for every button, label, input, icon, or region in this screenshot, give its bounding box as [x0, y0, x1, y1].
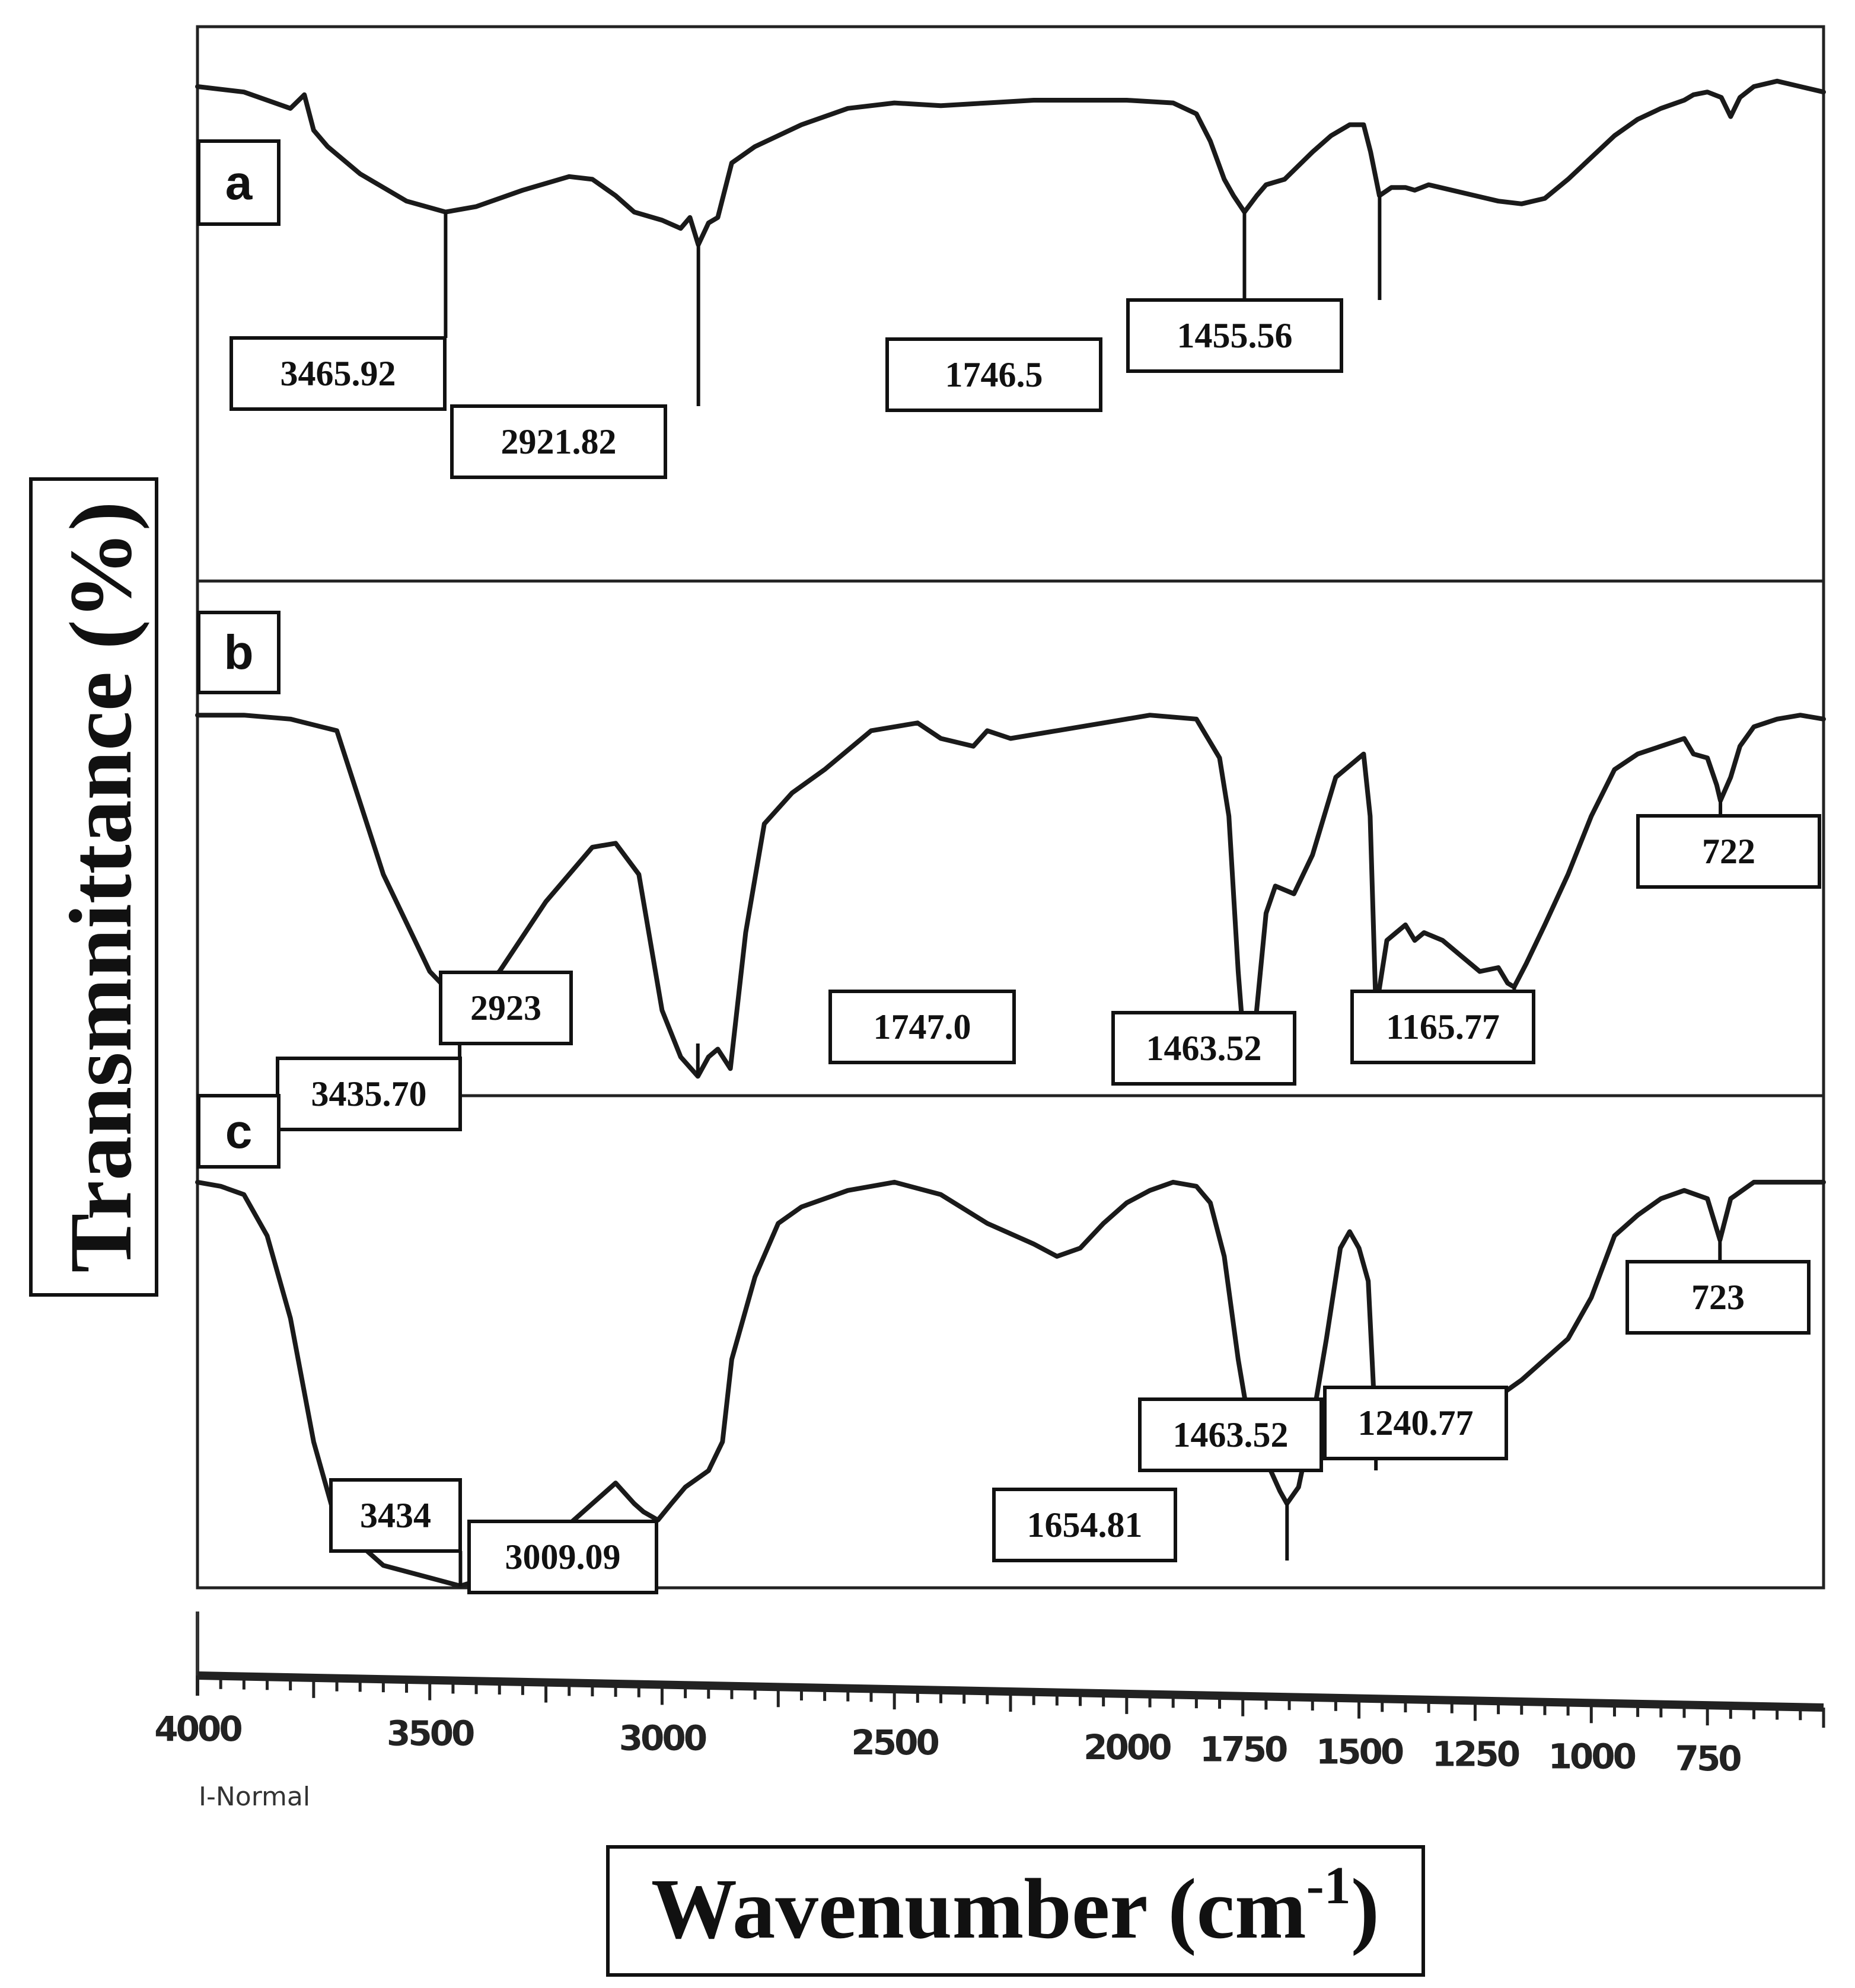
x-axis-label-close: ) [1351, 1862, 1379, 1957]
x-tick-label: 1000 [1548, 1736, 1636, 1776]
peak-label-c-723: 723 [1625, 1240, 1811, 1335]
peak-label-box [439, 971, 573, 1045]
peak-label-box [329, 1478, 462, 1553]
peak-label-text: 2923 [470, 988, 541, 1027]
panel-letter-b: b [197, 611, 281, 694]
x-tick-label: 750 [1675, 1738, 1741, 1779]
panel-letter-text: a [225, 156, 253, 210]
peak-label-b-1747.0: 1747.0 [828, 990, 1247, 1064]
x-axis-label-main: Wavenumber (cm [651, 1862, 1306, 1957]
x-tick-label: 2500 [851, 1722, 938, 1763]
peak-label-b-1463.52: 1463.52 [1111, 1010, 1378, 1086]
y-axis-label: Transmnittance (%) [52, 501, 150, 1272]
panel-letter-text: b [224, 626, 253, 680]
spectrum-line-b [195, 713, 1826, 1079]
peak-label-a-1455.56: 1455.56 [1126, 195, 1382, 373]
x-tick-label: 1750 [1200, 1729, 1287, 1770]
peak-label-text: 1463.52 [1146, 1029, 1262, 1068]
peak-label-text: 1455.56 [1177, 316, 1293, 355]
panel-letters: a b c [197, 139, 281, 1169]
x-axis-label: Wavenumber (cm-1) [651, 1856, 1379, 1957]
peak-label-a-2921.82: 2921.82 [450, 244, 700, 479]
peak-label-box [1625, 1260, 1811, 1335]
spectrum-line-a [195, 78, 1826, 247]
panel-letter-box [197, 611, 281, 694]
spectrum-line-c [195, 1179, 1826, 1588]
peak-label-box [1138, 1397, 1323, 1472]
peak-label-text: 3465.92 [281, 354, 396, 393]
x-axis-label-frame [606, 1845, 1425, 1977]
peak-label-text: 3434 [360, 1496, 431, 1535]
spectrum-curves [195, 78, 1826, 1588]
x-tick-label: 1250 [1432, 1734, 1519, 1774]
peak-label-box [828, 990, 1016, 1064]
peak-label-b-722: 722 [1636, 800, 1821, 889]
x-axis: 4000 3500 3000 2500 2000 1750 1500 1250 1000 750 I… [154, 1612, 1825, 1812]
panel-letter-box [197, 139, 281, 226]
x-axis-label-box: Wavenumber (cm-1) [606, 1845, 1425, 1977]
x-axis-label-superscript: -1 [1306, 1856, 1351, 1915]
peak-label-c-1654.81: 1654.81 [992, 1488, 1289, 1562]
peak-label-text: 1463.52 [1173, 1415, 1289, 1454]
peak-label-c-1240.77: 1240.77 [1323, 1386, 1508, 1460]
panel-frame-c [196, 1094, 1825, 1590]
panel-frames [196, 25, 1825, 1590]
peak-label-text: 722 [1702, 832, 1755, 871]
panel-letter-box [197, 1094, 281, 1169]
peak-label-text: 1654.81 [1027, 1505, 1143, 1545]
peak-label-box [450, 404, 667, 479]
peak-label-c-1463.52: 1463.52 [1138, 1397, 1378, 1472]
peak-label-box [1636, 814, 1821, 889]
peak-label-text: 1746.5 [945, 355, 1043, 394]
peak-label-text: 1165.77 [1386, 1007, 1500, 1046]
peak-label-box [1111, 1011, 1296, 1086]
peak-label-box [885, 337, 1102, 412]
peak-label-box [1350, 990, 1535, 1064]
peak-label-text: 2921.82 [501, 422, 617, 461]
axis-mode-label: I-Normal [199, 1782, 310, 1812]
peak-label-text: 723 [1691, 1278, 1745, 1317]
peak-label-box [230, 336, 447, 411]
x-tick-label: 1500 [1316, 1732, 1403, 1772]
peak-label-text: 3435.70 [311, 1074, 427, 1113]
x-tick-label: 4000 [154, 1709, 241, 1749]
peak-label-b-2923: 2923 [439, 971, 700, 1077]
peak-annotations: 3465.92 2921.82 1746.5 1455.56 3435.70 2923 17… [230, 195, 1821, 1594]
peak-label-box [467, 1520, 658, 1594]
x-tick-label: 3500 [387, 1713, 474, 1754]
peak-label-text: 1747.0 [874, 1007, 971, 1046]
panel-letter-text: c [225, 1105, 253, 1159]
panel-letter-c: c [197, 1094, 281, 1169]
y-axis-label-frame [29, 477, 158, 1297]
peak-label-box [1323, 1386, 1508, 1460]
peak-label-text: 1240.77 [1358, 1403, 1474, 1443]
peak-label-b-1165.77: 1165.77 [1350, 987, 1535, 1064]
x-tick-label: 3000 [619, 1718, 706, 1758]
peak-label-box [1126, 298, 1343, 373]
peak-label-c-3434: 3434 [329, 1478, 463, 1586]
peak-label-c-3009.09: 3009.09 [467, 1520, 660, 1594]
panel-letter-a: a [197, 139, 281, 226]
panel-frame-a [196, 25, 1825, 583]
peak-label-box [992, 1488, 1177, 1562]
peak-label-box [276, 1057, 462, 1131]
peak-label-a-3465.92: 3465.92 [230, 212, 448, 411]
peak-label-text: 3009.09 [505, 1537, 621, 1577]
peak-label-a-1746.5: 1746.5 [885, 212, 1247, 412]
x-tick-label: 2000 [1083, 1727, 1171, 1767]
peak-label-b-3435.70: 3435.70 [276, 1002, 462, 1131]
y-axis-label-box: Transmnittance (%) [29, 477, 158, 1297]
